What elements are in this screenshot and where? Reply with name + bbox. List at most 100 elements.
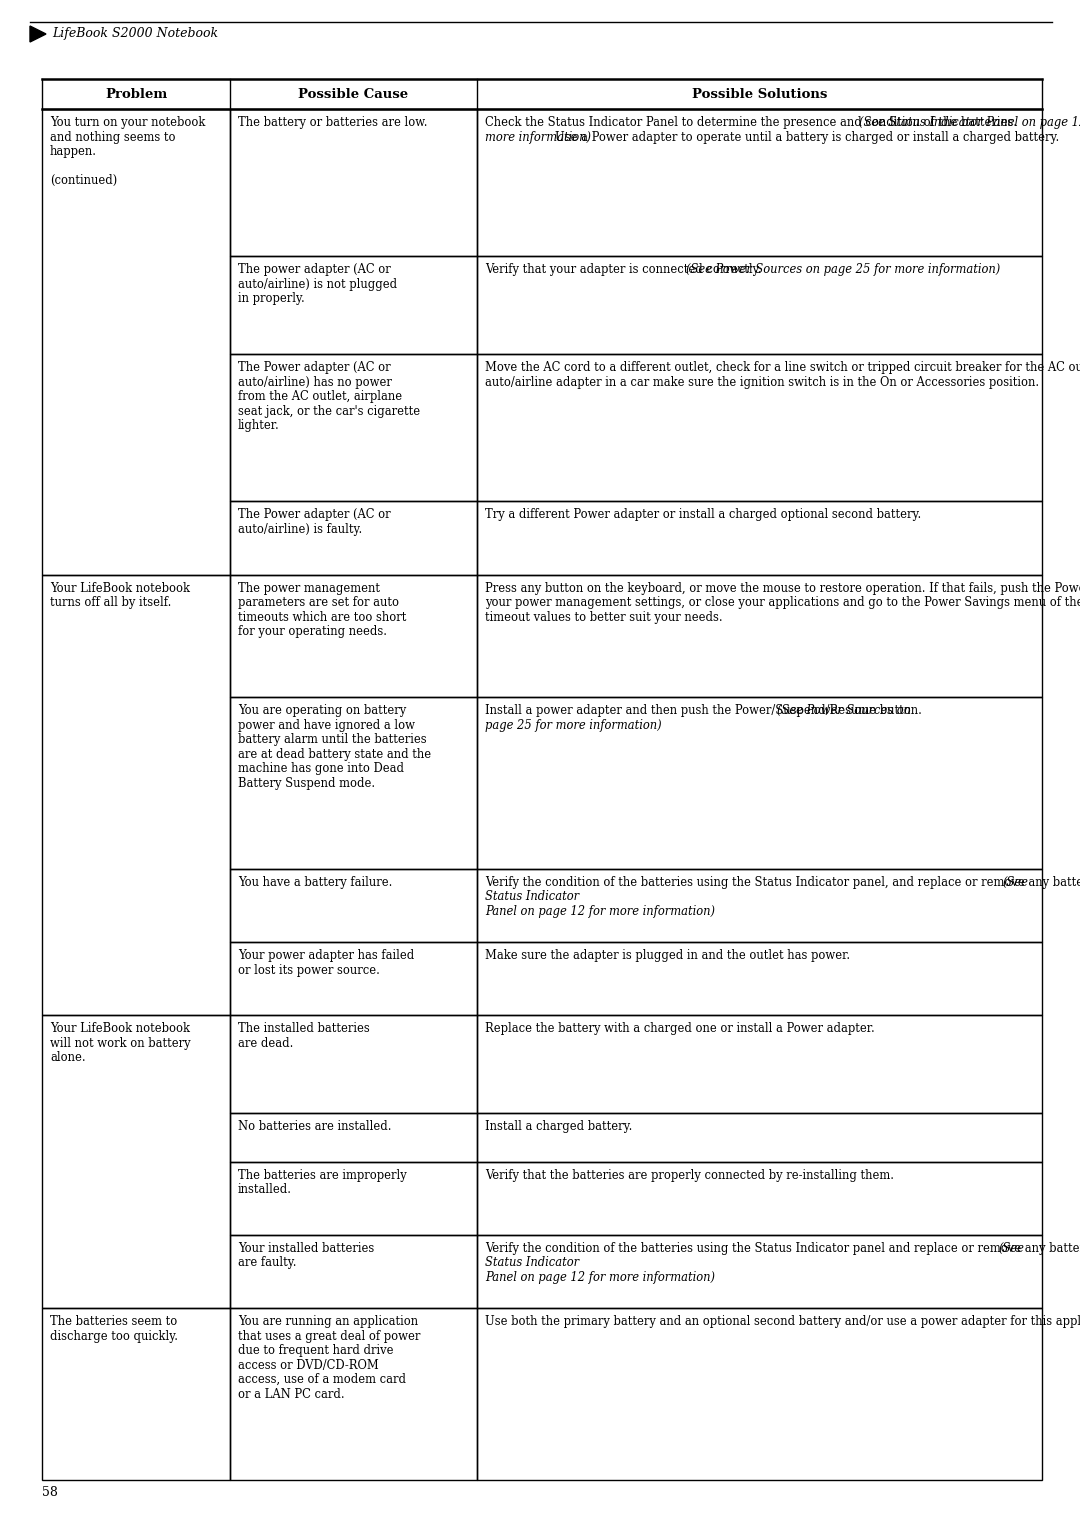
Bar [230, 1235, 477, 1309]
Text: Possible Solutions: Possible Solutions [692, 87, 827, 101]
Text: page 25 for more information): page 25 for more information) [485, 718, 662, 732]
Bar [230, 109, 477, 256]
Text: happen.: happen. [50, 146, 97, 158]
Text: auto/airline) is faulty.: auto/airline) is faulty. [238, 523, 362, 535]
Bar [477, 256, 1042, 354]
Bar [230, 354, 477, 502]
Bar [477, 1016, 1042, 1114]
Bar [230, 256, 477, 354]
Text: your power management settings, or close your applications and go to the Power S: your power management settings, or close… [485, 597, 1080, 609]
Text: (See Status Indicator Panel on page 12 for: (See Status Indicator Panel on page 12 f… [859, 117, 1080, 129]
Text: and nothing seems to: and nothing seems to [50, 130, 175, 144]
Text: timeouts which are too short: timeouts which are too short [238, 611, 406, 623]
Text: Possible Cause: Possible Cause [298, 87, 408, 101]
Bar [477, 1114, 1042, 1161]
Bar [477, 502, 1042, 575]
Text: access, use of a modem card: access, use of a modem card [238, 1373, 406, 1387]
Text: timeout values to better suit your needs.: timeout values to better suit your needs… [485, 611, 723, 623]
Text: No batteries are installed.: No batteries are installed. [238, 1120, 391, 1134]
Bar [230, 1016, 477, 1114]
Text: You are running an application: You are running an application [238, 1315, 418, 1328]
Text: You turn on your notebook: You turn on your notebook [50, 117, 205, 129]
Text: Battery Suspend mode.: Battery Suspend mode. [238, 776, 375, 790]
Text: The power adapter (AC or: The power adapter (AC or [238, 264, 391, 276]
Text: Try a different Power adapter or install a charged optional second battery.: Try a different Power adapter or install… [485, 508, 921, 522]
Bar [477, 1161, 1042, 1235]
Text: Install a power adapter and then push the Power/Suspend/Resume button.: Install a power adapter and then push th… [485, 704, 926, 716]
Bar [477, 1309, 1042, 1480]
Text: Status Indicator: Status Indicator [485, 1256, 579, 1270]
Text: lighter.: lighter. [238, 419, 280, 433]
Text: machine has gone into Dead: machine has gone into Dead [238, 762, 404, 775]
Text: auto/airline adapter in a car make sure the ignition switch is in the On or Acce: auto/airline adapter in a car make sure … [485, 376, 1039, 388]
Text: installed.: installed. [238, 1183, 292, 1197]
Text: Status Indicator: Status Indicator [485, 890, 579, 904]
Bar [230, 942, 477, 1016]
Text: power and have ignored a low: power and have ignored a low [238, 718, 415, 732]
Text: parameters are set for auto: parameters are set for auto [238, 597, 399, 609]
Text: Verify the condition of the batteries using the Status Indicator panel, and repl: Verify the condition of the batteries us… [485, 876, 1080, 890]
Text: more information): more information) [485, 130, 591, 144]
Text: Check the Status Indicator Panel to determine the presence and condition of the : Check the Status Indicator Panel to dete… [485, 117, 1021, 129]
Text: are dead.: are dead. [238, 1037, 294, 1049]
Bar [477, 575, 1042, 696]
Bar [230, 502, 477, 575]
Text: The installed batteries: The installed batteries [238, 1022, 369, 1035]
Text: Problem: Problem [105, 87, 167, 101]
Text: Your power adapter has failed: Your power adapter has failed [238, 950, 415, 962]
Text: auto/airline) is not plugged: auto/airline) is not plugged [238, 278, 397, 291]
Text: turns off all by itself.: turns off all by itself. [50, 597, 172, 609]
Text: The batteries seem to: The batteries seem to [50, 1315, 177, 1328]
Bar [42, 1016, 230, 1309]
Text: Your LifeBook notebook: Your LifeBook notebook [50, 581, 190, 595]
Text: (See Power Sources on page 25 for more information): (See Power Sources on page 25 for more i… [686, 264, 1000, 276]
Text: Your LifeBook notebook: Your LifeBook notebook [50, 1022, 190, 1035]
Bar [230, 1161, 477, 1235]
Text: Replace the battery with a charged one or install a Power adapter.: Replace the battery with a charged one o… [485, 1022, 875, 1035]
Text: Use both the primary battery and an optional second battery and/or use a power a: Use both the primary battery and an opti… [485, 1315, 1080, 1328]
Bar [477, 109, 1042, 256]
Text: Panel on page 12 for more information): Panel on page 12 for more information) [485, 905, 715, 917]
Text: are at dead battery state and the: are at dead battery state and the [238, 747, 431, 761]
Text: The Power adapter (AC or: The Power adapter (AC or [238, 508, 391, 522]
Text: 58: 58 [42, 1486, 58, 1499]
Text: You are operating on battery: You are operating on battery [238, 704, 406, 716]
Text: (See: (See [1002, 876, 1028, 890]
Text: alone.: alone. [50, 1051, 85, 1065]
Text: The batteries are improperly: The batteries are improperly [238, 1169, 407, 1181]
Text: (See: (See [999, 1243, 1025, 1255]
Text: Verify the condition of the batteries using the Status Indicator panel and repla: Verify the condition of the batteries us… [485, 1243, 1080, 1255]
Bar [477, 942, 1042, 1016]
Text: (See Power Sources on: (See Power Sources on [777, 704, 910, 716]
Text: Use a Power adapter to operate until a battery is charged or install a charged b: Use a Power adapter to operate until a b… [555, 130, 1059, 144]
Bar [42, 1309, 230, 1480]
Text: access or DVD/CD-ROM: access or DVD/CD-ROM [238, 1359, 379, 1371]
Text: in properly.: in properly. [238, 293, 305, 305]
Text: You have a battery failure.: You have a battery failure. [238, 876, 392, 890]
Text: Press any button on the keyboard, or move the mouse to restore operation. If tha: Press any button on the keyboard, or mov… [485, 581, 1080, 595]
Text: discharge too quickly.: discharge too quickly. [50, 1330, 178, 1342]
Bar [230, 696, 477, 868]
Text: will not work on battery: will not work on battery [50, 1037, 191, 1049]
Text: Panel on page 12 for more information): Panel on page 12 for more information) [485, 1270, 715, 1284]
Text: (continued): (continued) [50, 173, 118, 187]
Bar [477, 696, 1042, 868]
Text: The Power adapter (AC or: The Power adapter (AC or [238, 360, 391, 374]
Text: Verify that your adapter is connected correctly.: Verify that your adapter is connected co… [485, 264, 765, 276]
Text: Install a charged battery.: Install a charged battery. [485, 1120, 633, 1134]
Text: from the AC outlet, airplane: from the AC outlet, airplane [238, 390, 402, 403]
Text: LifeBook S2000 Notebook: LifeBook S2000 Notebook [52, 28, 218, 40]
Bar [477, 868, 1042, 942]
Polygon shape [30, 26, 46, 41]
Bar [230, 1114, 477, 1161]
Bar [42, 575, 230, 1016]
Text: for your operating needs.: for your operating needs. [238, 624, 387, 638]
Text: seat jack, or the car's cigarette: seat jack, or the car's cigarette [238, 405, 420, 417]
Text: Move the AC cord to a different outlet, check for a line switch or tripped circu: Move the AC cord to a different outlet, … [485, 360, 1080, 374]
Text: battery alarm until the batteries: battery alarm until the batteries [238, 733, 427, 746]
Text: The battery or batteries are low.: The battery or batteries are low. [238, 117, 428, 129]
Text: Make sure the adapter is plugged in and the outlet has power.: Make sure the adapter is plugged in and … [485, 950, 850, 962]
Text: due to frequent hard drive: due to frequent hard drive [238, 1344, 393, 1358]
Bar [230, 868, 477, 942]
Text: Your installed batteries: Your installed batteries [238, 1243, 375, 1255]
